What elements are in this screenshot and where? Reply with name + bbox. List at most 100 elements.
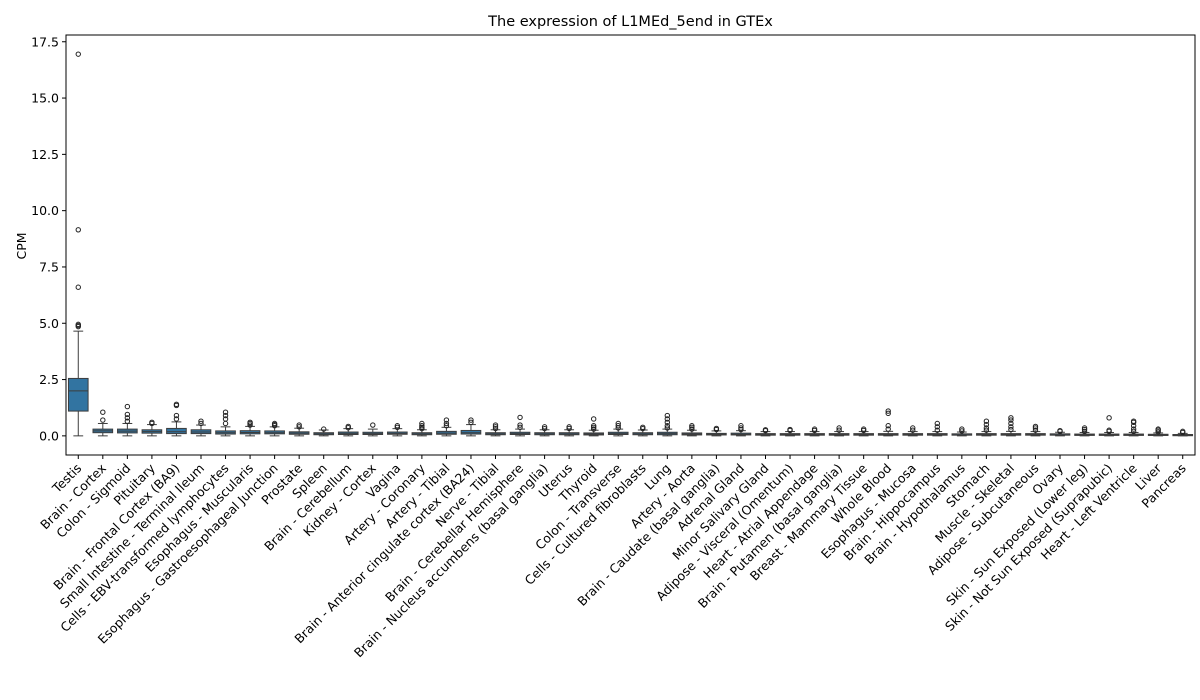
outlier-point bbox=[959, 428, 965, 434]
outlier-point bbox=[1032, 423, 1039, 430]
outlier-point bbox=[517, 424, 523, 431]
outlier-point bbox=[959, 426, 965, 432]
outlier-point bbox=[885, 426, 891, 432]
outlier-point bbox=[1008, 417, 1014, 423]
outlier-point bbox=[75, 284, 81, 290]
outlier-point bbox=[468, 417, 474, 423]
outlier-point bbox=[419, 424, 425, 431]
y-tick-label: 15.0 bbox=[31, 91, 59, 106]
outlier-point bbox=[836, 425, 842, 431]
y-tick-label: 12.5 bbox=[31, 147, 59, 162]
outlier-point bbox=[124, 415, 131, 421]
outlier-point bbox=[124, 403, 131, 410]
outlier-point bbox=[541, 425, 548, 432]
outlier-point bbox=[689, 426, 695, 432]
outlier-point bbox=[590, 424, 597, 431]
outlier-point bbox=[885, 423, 891, 429]
outlier-point bbox=[1008, 415, 1014, 421]
outlier-point bbox=[443, 417, 450, 423]
outlier-point bbox=[590, 416, 597, 422]
outlier-point bbox=[664, 412, 671, 419]
outlier-point bbox=[394, 424, 401, 431]
outlier-point bbox=[934, 427, 940, 433]
outlier-point bbox=[934, 420, 940, 427]
chart-title: The expression of L1MEd_5end in GTEx bbox=[487, 14, 773, 30]
outlier-point bbox=[296, 422, 302, 428]
outlier-point bbox=[738, 425, 744, 431]
outlier-point bbox=[664, 423, 671, 429]
outlier-point bbox=[738, 423, 744, 429]
outlier-point bbox=[1032, 425, 1039, 431]
outlier-point bbox=[100, 409, 106, 415]
outlier-point bbox=[1081, 428, 1088, 435]
outlier-point bbox=[443, 420, 450, 427]
outlier-point bbox=[983, 425, 990, 431]
y-tick-label: 7.5 bbox=[39, 259, 59, 274]
outlier-point bbox=[198, 418, 204, 424]
outlier-point bbox=[640, 424, 646, 431]
outlier-point bbox=[394, 423, 401, 429]
outlier-point bbox=[1155, 429, 1161, 435]
outlier-point bbox=[247, 419, 253, 426]
outlier-point bbox=[75, 51, 81, 57]
box bbox=[67, 377, 89, 412]
outlier-point bbox=[173, 412, 180, 419]
outlier-point bbox=[222, 409, 229, 415]
outlier-point bbox=[664, 416, 671, 422]
outlier-point bbox=[173, 401, 180, 408]
outlier-point bbox=[492, 425, 499, 432]
y-tick-label: 2.5 bbox=[39, 372, 59, 387]
outlier-point bbox=[787, 426, 793, 433]
outlier-point bbox=[615, 420, 621, 427]
y-tick-label: 10.0 bbox=[31, 203, 59, 218]
outlier-point bbox=[885, 408, 891, 414]
y-tick-label: 17.5 bbox=[31, 34, 59, 49]
plot-frame bbox=[65, 34, 1196, 456]
outlier-point bbox=[664, 425, 671, 431]
outlier-point bbox=[615, 423, 621, 429]
outlier-point bbox=[222, 412, 229, 419]
outlier-point bbox=[910, 427, 916, 433]
outlier-point bbox=[468, 419, 474, 426]
outlier-point bbox=[983, 418, 990, 424]
outlier-point bbox=[983, 421, 990, 428]
outlier-point bbox=[1130, 418, 1137, 424]
outlier-point bbox=[1130, 426, 1137, 432]
outlier-point bbox=[419, 423, 425, 429]
outlier-point bbox=[664, 419, 671, 426]
y-axis-label: CPM bbox=[14, 232, 29, 259]
outlier-point bbox=[149, 419, 155, 426]
outlier-point bbox=[124, 418, 131, 424]
outlier-point bbox=[1008, 426, 1014, 433]
outlier-point bbox=[811, 426, 818, 432]
outlier-point bbox=[1081, 426, 1088, 433]
outlier-point bbox=[271, 420, 278, 427]
outlier-point bbox=[370, 422, 376, 428]
outlier-point bbox=[124, 411, 131, 418]
outlier-point bbox=[762, 427, 769, 433]
outlier-point bbox=[860, 426, 867, 432]
outlier-point bbox=[738, 426, 744, 433]
outlier-point bbox=[100, 417, 106, 423]
outlier-point bbox=[75, 227, 81, 233]
outlier-point bbox=[517, 414, 523, 421]
outlier-point bbox=[1106, 415, 1112, 421]
outlier-point bbox=[1057, 427, 1063, 434]
outlier-point bbox=[1008, 420, 1014, 427]
outlier-point bbox=[590, 426, 597, 432]
y-tick-label: 0.0 bbox=[39, 428, 59, 443]
outlier-point bbox=[345, 423, 351, 430]
outlier-point bbox=[910, 425, 916, 431]
outlier-point bbox=[934, 424, 940, 430]
outlier-point bbox=[321, 426, 327, 432]
outlier-point bbox=[1130, 428, 1137, 435]
outlier-point bbox=[75, 321, 81, 328]
outlier-point bbox=[713, 425, 720, 432]
outlier-point bbox=[566, 424, 572, 430]
outlier-point bbox=[541, 424, 548, 430]
outlier-point bbox=[296, 424, 302, 430]
outlier-point bbox=[492, 422, 499, 428]
outlier-point bbox=[1155, 426, 1161, 432]
